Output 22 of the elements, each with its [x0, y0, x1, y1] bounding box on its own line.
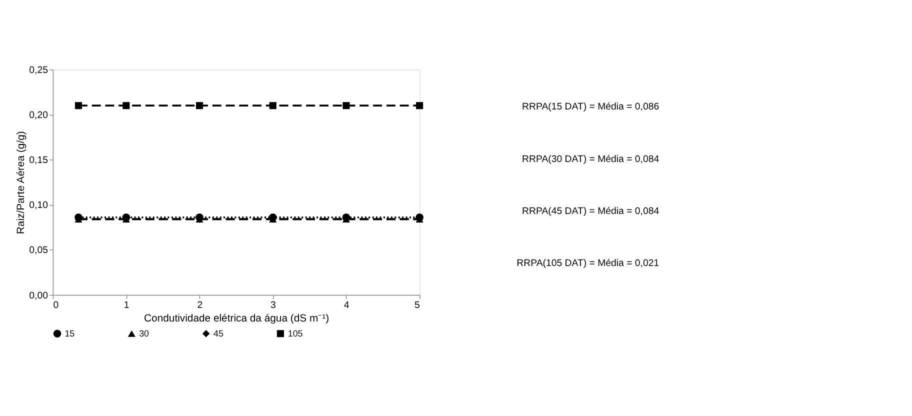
- y-tick-label: 0,25: [29, 64, 48, 76]
- y-tick-label: 0,00: [29, 290, 48, 302]
- y-tick-label: 0,15: [29, 155, 48, 166]
- legend-label: 30: [139, 328, 150, 339]
- x-tick-label: 1: [124, 300, 130, 311]
- y-tick-label: 0,05: [29, 245, 48, 256]
- x-tick-label: 2: [197, 300, 203, 311]
- legend-label: 105: [288, 328, 303, 339]
- x-tick-label: 4: [344, 300, 350, 311]
- x-tick-label: 0: [53, 300, 59, 311]
- legend-label: 15: [64, 328, 75, 339]
- text: RRPA(105 DAT) = Média = 0,021: [516, 258, 660, 269]
- legend-label: 45: [213, 328, 224, 339]
- x-axis-title: Condutividade elétrica da água (dS m⁻¹): [144, 313, 330, 324]
- y-tick-label: 0,10: [29, 200, 48, 212]
- x-tick-label: 5: [414, 300, 420, 311]
- y-axis-title: Raiz/Parte Aérea (g/g): [16, 131, 27, 234]
- x-tick-label: 3: [270, 300, 276, 311]
- text: RRPA(15 DAT) = Média = 0,086: [522, 102, 660, 113]
- text: RRPA(30 DAT) = Média = 0,084: [522, 154, 660, 165]
- y-tick-label: 0,20: [29, 110, 48, 121]
- text: RRPA(45 DAT) = Média = 0,084: [522, 206, 660, 217]
